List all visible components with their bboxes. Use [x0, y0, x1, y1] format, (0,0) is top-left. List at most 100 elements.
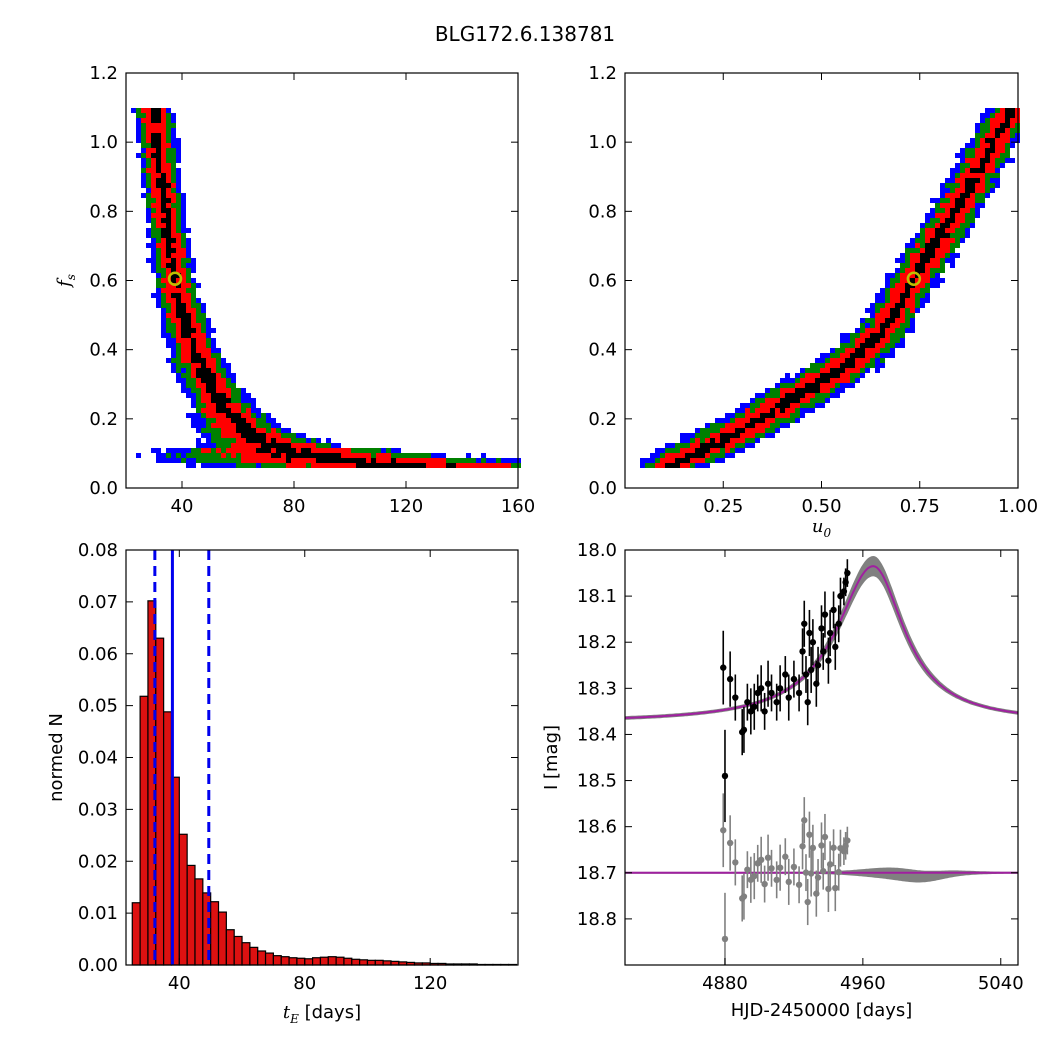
density-cell: [835, 378, 840, 383]
density-cell: [780, 413, 785, 418]
density-cell: [1005, 133, 1010, 138]
density-cell: [875, 303, 880, 308]
density-cell: [281, 443, 286, 448]
density-cell: [880, 298, 885, 303]
density-cell: [915, 238, 920, 243]
density-cell: [1000, 138, 1005, 143]
density-cell: [226, 423, 231, 428]
density-cell: [755, 393, 760, 398]
density-cell: [915, 308, 920, 313]
density-cell: [211, 373, 216, 378]
density-cell: [990, 138, 995, 143]
density-cell: [206, 383, 211, 388]
density-cell: [266, 453, 271, 458]
density-cell: [336, 448, 341, 453]
density-cell: [391, 453, 396, 458]
density-cell: [885, 273, 890, 278]
density-cell: [191, 308, 196, 313]
density-cell: [146, 168, 151, 173]
density-cell: [950, 183, 955, 188]
density-cell: [166, 133, 171, 138]
density-cell: [241, 443, 246, 448]
density-cell: [161, 223, 166, 228]
density-cell: [216, 423, 221, 428]
density-cell: [146, 198, 151, 203]
density-cell: [151, 448, 156, 453]
density-cell: [920, 248, 925, 253]
density-cell: [740, 418, 745, 423]
density-cell: [321, 448, 326, 453]
residual-point: [732, 859, 739, 866]
density-cell: [286, 448, 291, 453]
density-cell: [760, 418, 765, 423]
density-cell: [221, 443, 226, 448]
density-cell: [291, 433, 296, 438]
density-cell: [261, 443, 266, 448]
density-cell: [176, 278, 181, 283]
density-cell: [845, 358, 850, 363]
density-cell: [141, 148, 146, 153]
density-cell: [186, 458, 191, 463]
density-cell: [206, 388, 211, 393]
density-cell: [970, 218, 975, 223]
density-cell: [795, 413, 800, 418]
density-cell: [206, 378, 211, 383]
density-cell: [226, 373, 231, 378]
density-cell: [176, 223, 181, 228]
density-cell: [481, 458, 486, 463]
density-cell: [161, 273, 166, 278]
density-cell: [1000, 128, 1005, 133]
density-cell: [930, 278, 935, 283]
density-cell: [191, 303, 196, 308]
x-tick-label: 0.50: [801, 496, 841, 517]
density-cell: [206, 443, 211, 448]
density-cell: [835, 368, 840, 373]
density-cell: [995, 158, 1000, 163]
density-cell: [925, 238, 930, 243]
density-cell: [356, 458, 361, 463]
histogram-bar: [210, 901, 220, 966]
density-cell: [860, 323, 865, 328]
density-cell: [331, 453, 336, 458]
density-cell: [715, 418, 720, 423]
density-cell: [925, 268, 930, 273]
density-cell: [136, 123, 141, 128]
density-cell: [176, 243, 181, 248]
density-cell: [920, 303, 925, 308]
y-tick-label: 0.04: [78, 748, 118, 769]
residual-point: [757, 856, 765, 864]
density-cell: [266, 438, 271, 443]
density-cell: [980, 183, 985, 188]
density-cell: [750, 433, 755, 438]
density-cell: [171, 268, 176, 273]
density-cell: [995, 173, 1000, 178]
density-cell: [820, 393, 825, 398]
density-cell: [186, 338, 191, 343]
density-cell: [181, 318, 186, 323]
density-cell: [201, 313, 206, 318]
density-cell: [191, 423, 196, 428]
density-cell: [181, 238, 186, 243]
density-cell: [166, 233, 171, 238]
density-cell: [675, 453, 680, 458]
density-cell: [201, 453, 206, 458]
density-cell: [910, 303, 915, 308]
density-cell: [690, 458, 695, 463]
density-cell: [810, 408, 815, 413]
density-cell: [715, 458, 720, 463]
density-cell: [196, 333, 201, 338]
density-cell: [680, 433, 685, 438]
density-cell: [211, 368, 216, 373]
density-cell: [206, 403, 211, 408]
density-cell: [875, 343, 880, 348]
density-cell: [466, 453, 471, 458]
density-cell: [670, 463, 675, 468]
density-cell: [930, 208, 935, 213]
density-cell: [970, 143, 975, 148]
density-cell: [216, 413, 221, 418]
density-cell: [261, 418, 266, 423]
density-cell: [236, 433, 241, 438]
density-cell: [785, 393, 790, 398]
density-cell: [935, 203, 940, 208]
density-cell: [900, 333, 905, 338]
